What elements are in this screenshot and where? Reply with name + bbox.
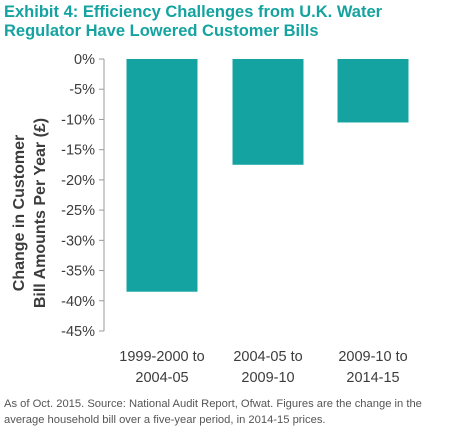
y-tick-label: -45% — [61, 324, 95, 340]
x-category-label: 2009-10 to 2014-15 — [338, 349, 407, 386]
x-category-label: 1999-2000 to 2004-05 — [119, 349, 204, 386]
y-tick-label: -40% — [61, 294, 95, 310]
y-tick-label: -20% — [61, 173, 95, 189]
y-tick-label: -5% — [69, 82, 95, 98]
x-category-label: 2004-05 to 2009-10 — [233, 349, 302, 386]
bar — [126, 59, 198, 292]
y-tick-label: 0% — [74, 52, 95, 68]
bar-chart: Change in Customer Bill Amounts Per Year … — [11, 52, 409, 386]
footnote: As of Oct. 2015. Source: National Audit … — [4, 398, 422, 426]
y-axis-title-line: Change in Customer — [11, 135, 28, 291]
bar — [337, 59, 409, 123]
y-tick-label: -15% — [61, 143, 95, 159]
y-tick-label: -10% — [61, 112, 95, 128]
y-tick-label: -30% — [61, 233, 95, 249]
y-tick-label: -35% — [61, 264, 95, 280]
bars — [126, 59, 409, 292]
y-tick-label: -25% — [61, 203, 95, 219]
y-axis-title-line: Bill Amounts Per Year (£) — [32, 118, 49, 308]
y-axis-title: Change in Customer Bill Amounts Per Year … — [11, 118, 49, 308]
chart-title: Exhibit 4: Efficiency Challenges from U.… — [4, 3, 383, 40]
y-axis-ticks: 0% -5% -10% -15% -20% -25% -30% -35% -40% -45% — [61, 52, 104, 340]
bar — [232, 59, 304, 165]
x-axis-category-labels: 1999-2000 to 2004-05 2004-05 to 2009-10 2009… — [119, 349, 407, 386]
